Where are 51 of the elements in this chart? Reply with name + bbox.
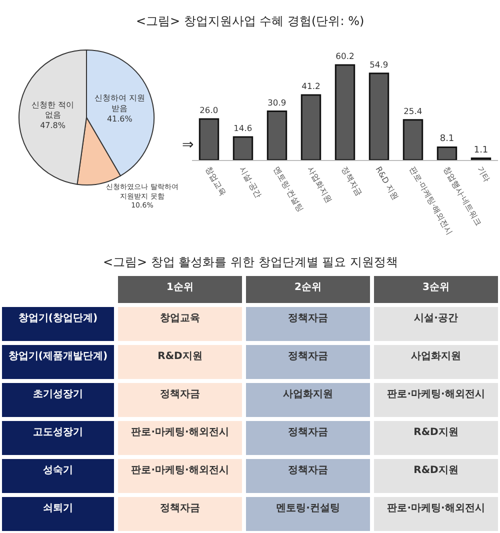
annotation: ⇒ [182, 137, 194, 153]
text: 판로·마케팅·해외전시 [387, 389, 485, 400]
data-label: 54.9 [370, 60, 388, 70]
category-label: 창업기(창업단계) [18, 313, 98, 324]
data-label: 41.6% [106, 114, 133, 124]
category-label: 고도성장기 [33, 427, 83, 438]
bar [266, 110, 288, 160]
category-label: 창업기(제품개발단계) [8, 351, 108, 362]
category-label: 1순위 [166, 282, 194, 293]
bar [436, 146, 458, 160]
data-label: 14.6 [234, 123, 252, 134]
text: R&D지원 [158, 351, 202, 362]
category-label: 2순위 [294, 282, 322, 293]
text: 사업화지원 [283, 389, 333, 400]
slice-label: 신청하여 지원 받음 [94, 94, 145, 114]
bar [232, 136, 254, 160]
text: 창업교육 [160, 313, 200, 324]
chart-title: <그림> 창업지원사업 수혜 경험(단위: %) [136, 14, 364, 28]
slice-label: 신청한 적이 없음 [32, 100, 74, 120]
data-label: 1.1 [474, 145, 488, 156]
category-label: 초기성장기 [33, 389, 83, 400]
category-label: 3순위 [422, 282, 450, 293]
text: 판로·마케팅·해외전시 [387, 503, 485, 514]
bar [300, 94, 322, 160]
text: 판로·마케팅·해외전시 [131, 427, 229, 438]
text: R&D지원 [414, 427, 458, 438]
text: 정책자금 [288, 313, 328, 324]
category-label: 쇠퇴기 [43, 503, 73, 514]
text: 정책자금 [288, 351, 328, 362]
text: 멘토링·컨설팅 [276, 503, 340, 514]
text: 정책자금 [288, 465, 328, 476]
text: <그림> 창업 활성화를 위한 창업단계별 필요 지원정책 [103, 255, 398, 269]
data-label: 25.4 [404, 106, 422, 116]
data-label: 26.0 [200, 105, 218, 116]
data-label: 8.1 [440, 134, 454, 144]
text: R&D지원 [414, 465, 458, 476]
text: 사업화지원 [411, 351, 461, 362]
text: 시설·공간 [414, 313, 458, 324]
bar [198, 118, 220, 160]
text: 판로·마케팅·해외전시 [131, 465, 229, 476]
text: 정책자금 [288, 427, 328, 438]
category-label: 성숙기 [43, 465, 73, 476]
data-label: 30.9 [268, 97, 286, 108]
data-label: 60.2 [336, 51, 354, 62]
text: 정책자금 [160, 503, 200, 514]
bar [402, 119, 424, 160]
data-label: 47.8% [40, 121, 66, 130]
text: 정책자금 [160, 389, 200, 400]
bar [334, 64, 356, 160]
bar [368, 72, 390, 160]
data-label: 41.2 [302, 81, 320, 92]
